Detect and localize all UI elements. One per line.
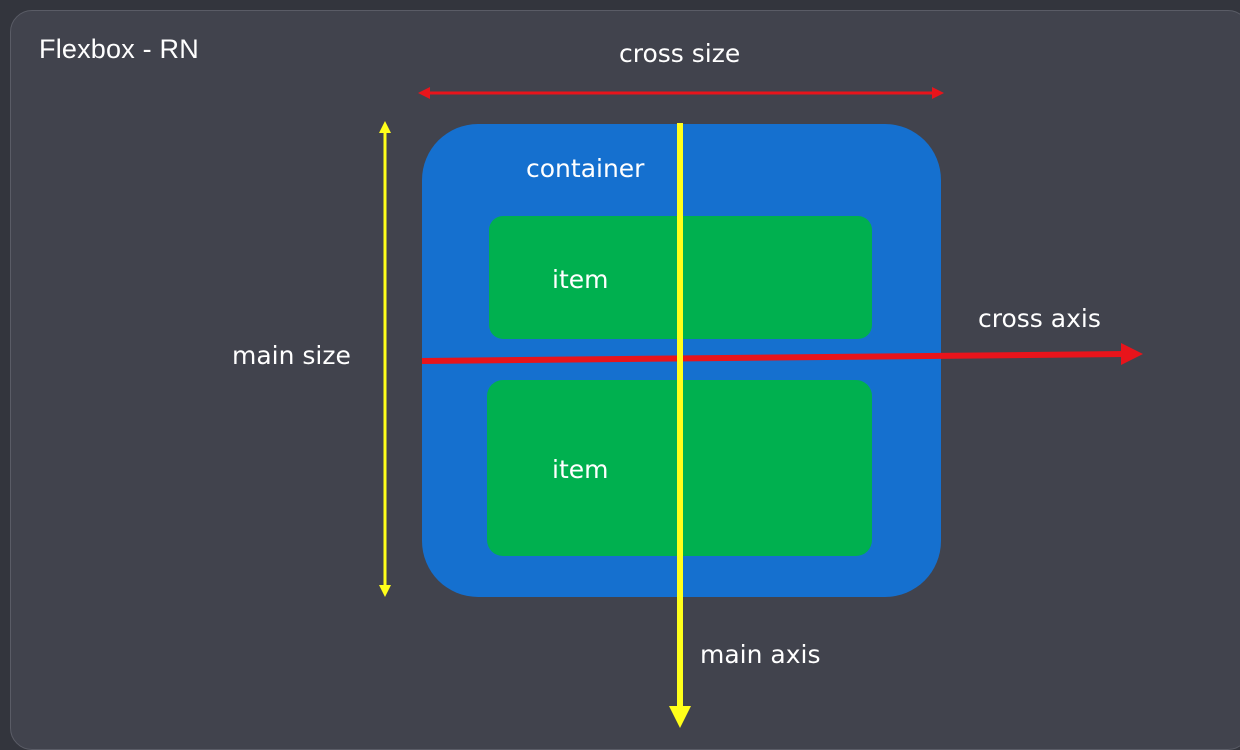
main-axis-label: main axis xyxy=(700,640,821,669)
main-size-label: main size xyxy=(232,341,351,370)
cross-size-arrow xyxy=(418,87,944,99)
item-label-1: item xyxy=(552,265,608,294)
cross-axis-arrow xyxy=(421,343,1143,365)
cross-size-label: cross size xyxy=(619,39,740,68)
slide-title: Flexbox - RN xyxy=(39,34,199,64)
main-size-arrow xyxy=(379,121,391,597)
main-axis-arrow xyxy=(669,123,691,728)
cross-axis-label: cross axis xyxy=(978,304,1101,333)
container-label: container xyxy=(526,154,645,183)
item-label-2: item xyxy=(552,455,608,484)
